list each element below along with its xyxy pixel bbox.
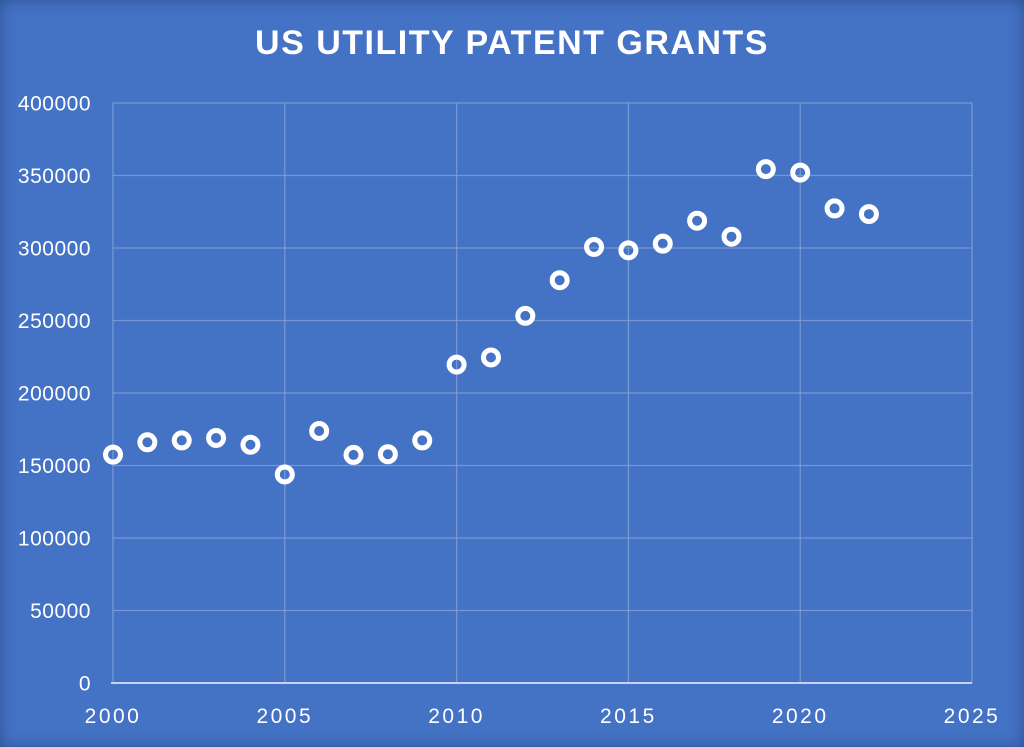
data-point xyxy=(206,427,227,448)
data-point xyxy=(240,434,261,455)
data-point xyxy=(721,226,742,247)
data-point xyxy=(652,233,673,254)
data-point xyxy=(755,159,776,180)
data-point xyxy=(137,432,158,453)
y-tick-label: 100000 xyxy=(18,528,91,551)
data-point xyxy=(377,444,398,465)
data-point xyxy=(790,162,811,183)
x-tick-label: 2000 xyxy=(85,705,142,728)
chart-title: US UTILITY PATENT GRANTS xyxy=(255,24,769,62)
x-tick-label: 2025 xyxy=(944,705,1001,728)
y-tick-label: 300000 xyxy=(18,238,91,261)
x-tick-label: 2010 xyxy=(428,705,485,728)
x-tick-label: 2020 xyxy=(772,705,829,728)
data-point xyxy=(858,204,879,225)
y-tick-label: 350000 xyxy=(18,165,91,188)
x-tick-label: 2005 xyxy=(256,705,313,728)
data-point xyxy=(480,347,501,368)
y-tick-label: 250000 xyxy=(18,310,91,333)
y-tick-label: 400000 xyxy=(18,93,91,116)
data-point xyxy=(412,430,433,451)
data-point xyxy=(618,240,639,261)
data-point xyxy=(584,236,605,257)
data-point xyxy=(274,464,295,485)
data-point xyxy=(824,198,845,219)
data-point xyxy=(687,210,708,231)
data-point xyxy=(549,270,570,291)
y-tick-label: 150000 xyxy=(18,455,91,478)
y-tick-label: 200000 xyxy=(18,383,91,406)
x-tick-label: 2015 xyxy=(600,705,657,728)
y-tick-label: 50000 xyxy=(30,600,91,623)
data-point xyxy=(103,444,123,465)
data-point xyxy=(171,430,192,451)
data-point xyxy=(343,444,364,465)
data-point xyxy=(515,305,536,326)
data-point xyxy=(446,354,467,375)
y-tick-label: 0 xyxy=(79,673,91,696)
data-point xyxy=(309,420,330,441)
